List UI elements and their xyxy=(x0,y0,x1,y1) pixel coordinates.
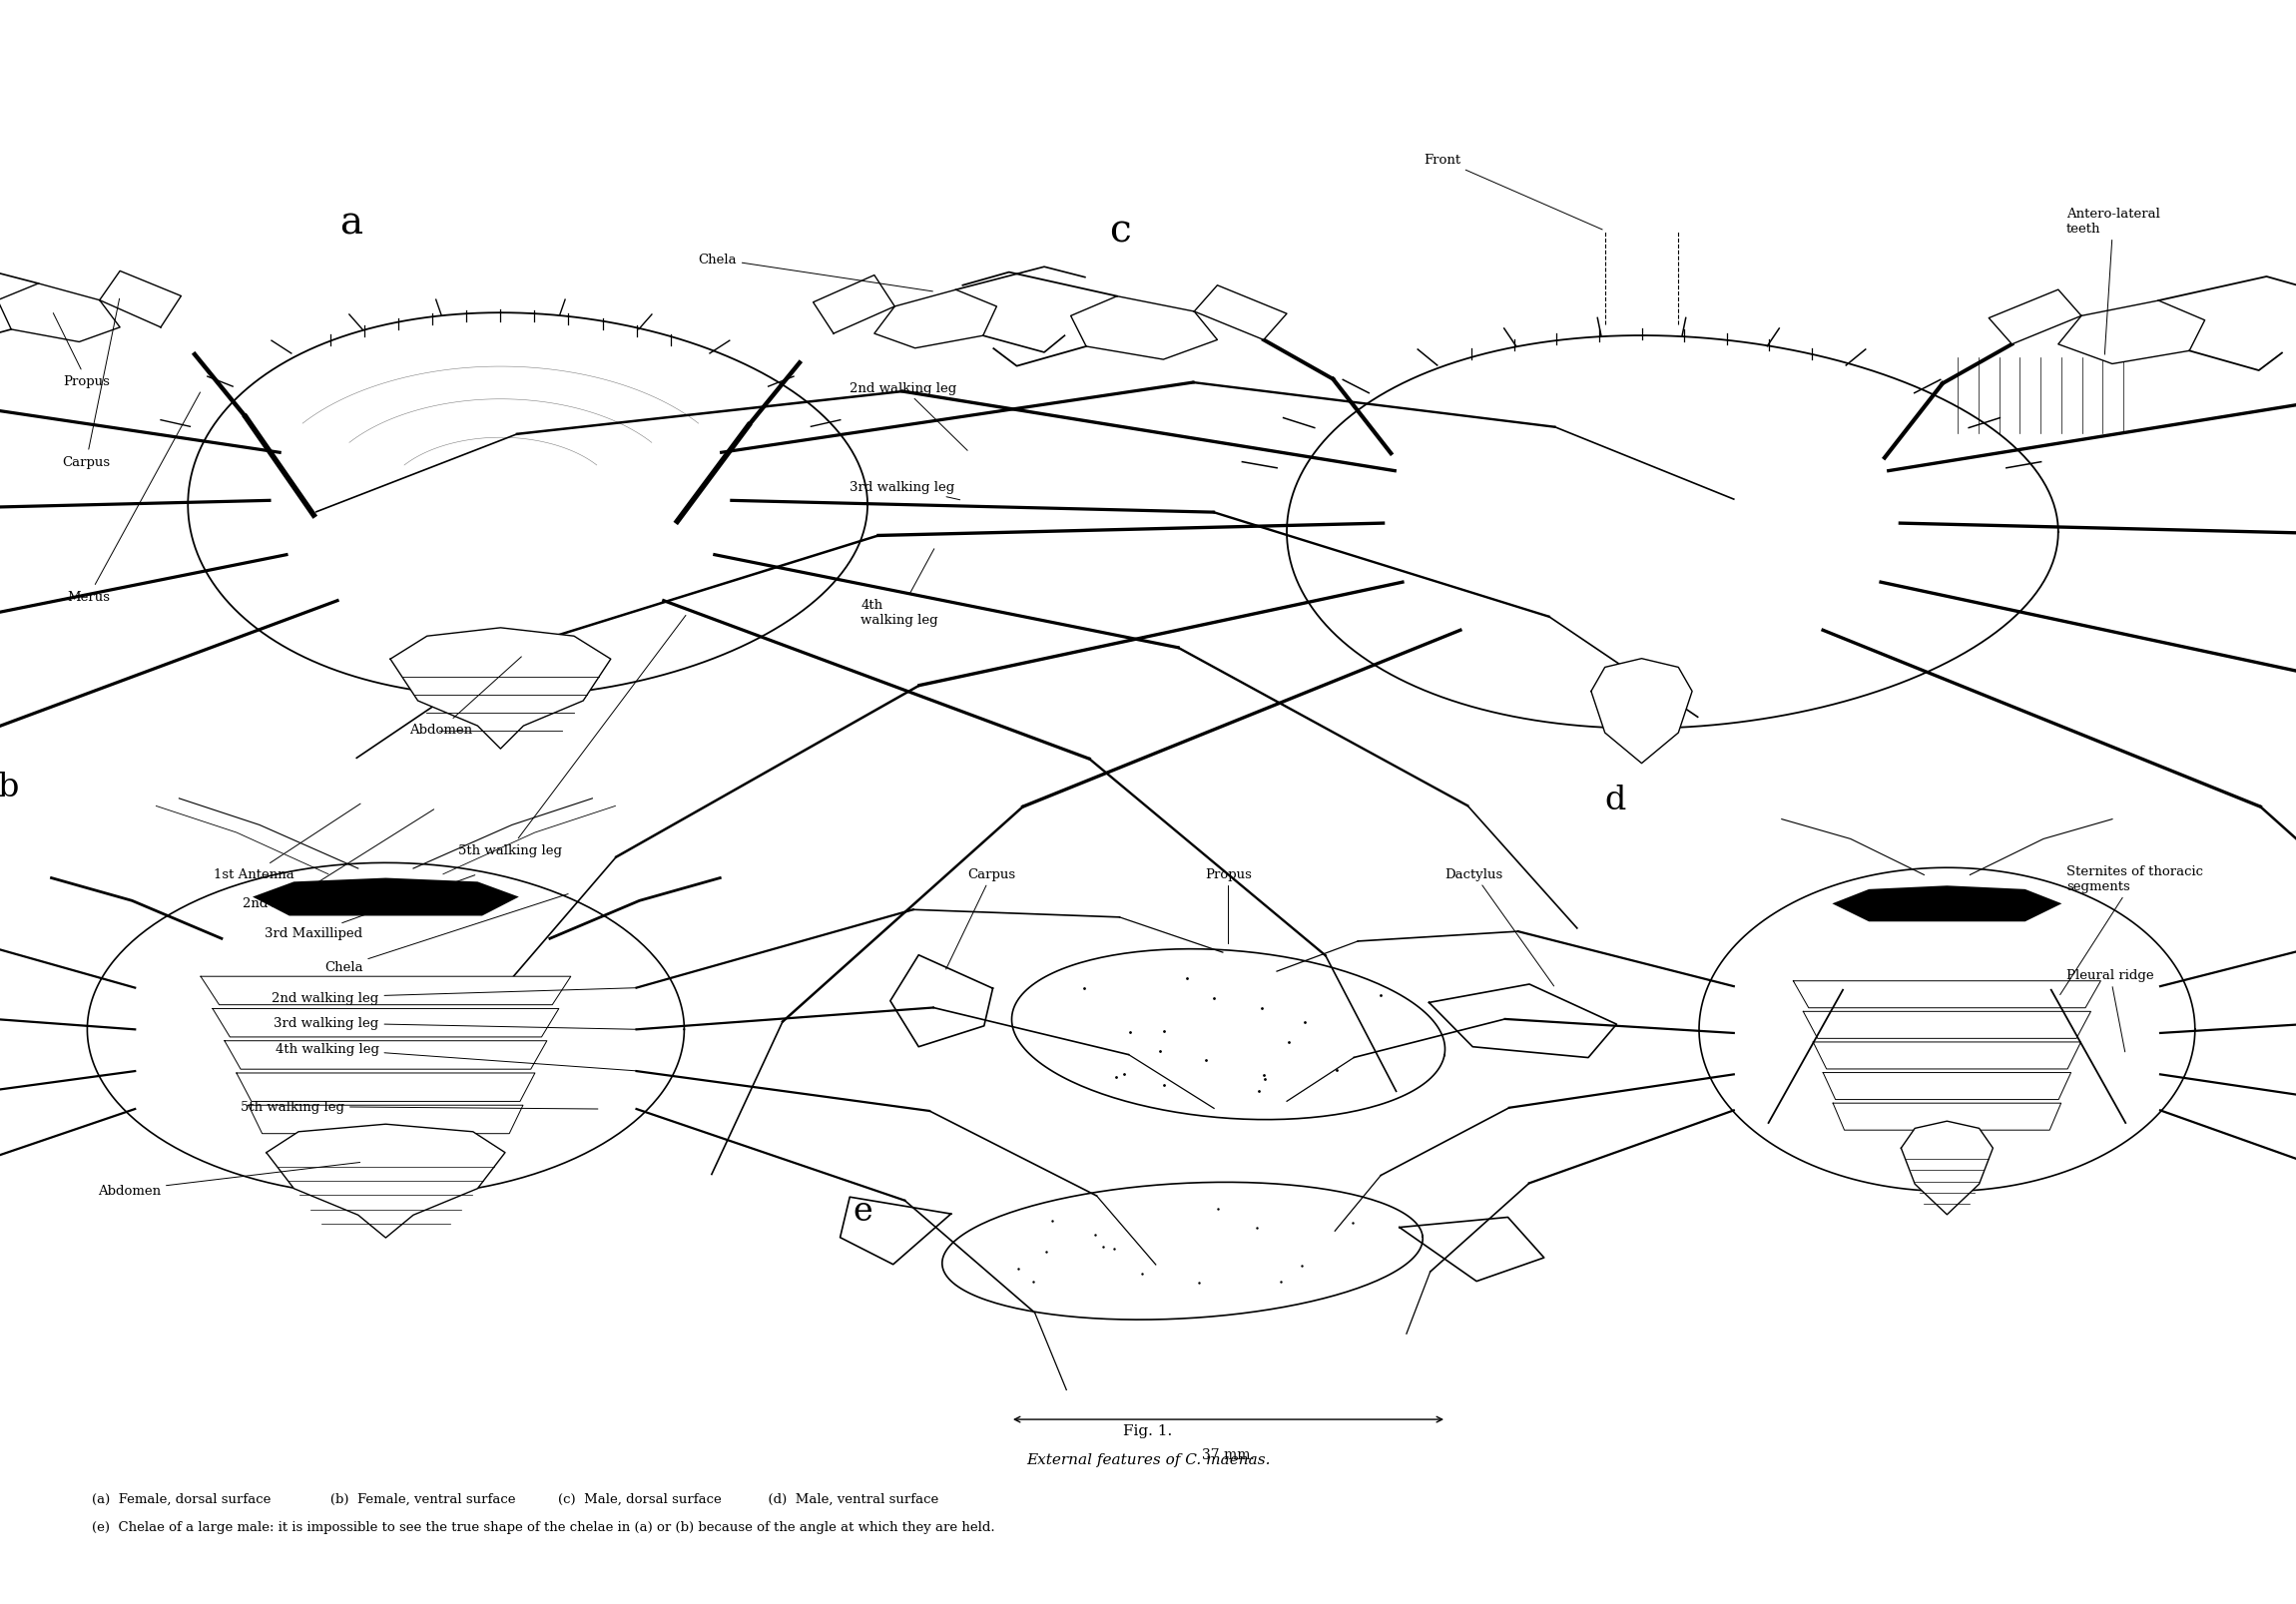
Text: 5th walking leg: 5th walking leg xyxy=(241,1100,597,1113)
Polygon shape xyxy=(99,271,181,327)
Polygon shape xyxy=(0,284,119,343)
Text: Propus: Propus xyxy=(53,314,110,388)
Polygon shape xyxy=(1802,1012,2092,1039)
Text: Chela: Chela xyxy=(324,895,567,974)
Polygon shape xyxy=(840,1197,951,1264)
Text: 3rd walking leg: 3rd walking leg xyxy=(273,1017,636,1030)
Text: Antero-lateral
teeth: Antero-lateral teeth xyxy=(2066,207,2161,354)
Polygon shape xyxy=(188,313,868,698)
Text: Chela: Chela xyxy=(698,253,932,292)
Text: 4th walking leg: 4th walking leg xyxy=(276,1043,636,1071)
Polygon shape xyxy=(1013,950,1444,1120)
Text: c: c xyxy=(1109,213,1132,250)
Polygon shape xyxy=(2057,302,2204,364)
Text: 2nd Antenna: 2nd Antenna xyxy=(243,810,434,909)
Polygon shape xyxy=(87,863,684,1197)
Polygon shape xyxy=(390,629,611,749)
Polygon shape xyxy=(813,276,895,334)
Text: Pleural ridge: Pleural ridge xyxy=(2066,969,2154,1052)
Text: Propus: Propus xyxy=(1205,868,1251,945)
Polygon shape xyxy=(200,977,572,1006)
Polygon shape xyxy=(941,1182,1424,1320)
Polygon shape xyxy=(248,1105,523,1134)
Polygon shape xyxy=(891,956,992,1047)
Text: 37 mm.: 37 mm. xyxy=(1203,1448,1254,1461)
Text: a: a xyxy=(340,205,363,242)
Text: Front: Front xyxy=(1424,154,1603,231)
Polygon shape xyxy=(1428,985,1616,1059)
Polygon shape xyxy=(1591,659,1692,764)
Polygon shape xyxy=(253,879,519,916)
Polygon shape xyxy=(266,1124,505,1238)
Polygon shape xyxy=(1823,1073,2071,1100)
Polygon shape xyxy=(1401,1217,1543,1282)
Text: 5th walking leg: 5th walking leg xyxy=(457,616,687,857)
Polygon shape xyxy=(1699,868,2195,1192)
Text: (a)  Female, dorsal surface              (b)  Female, ventral surface          (: (a) Female, dorsal surface (b) Female, v… xyxy=(92,1492,939,1505)
Polygon shape xyxy=(875,290,996,348)
Polygon shape xyxy=(1194,286,1286,340)
Polygon shape xyxy=(1832,885,2062,922)
Text: 2nd walking leg: 2nd walking leg xyxy=(271,988,636,1004)
Text: (e)  Chelae of a large male: it is impossible to see the true shape of the chela: (e) Chelae of a large male: it is imposs… xyxy=(92,1521,994,1533)
Text: Abdomen: Abdomen xyxy=(409,658,521,736)
Polygon shape xyxy=(236,1073,535,1102)
Text: 3rd walking leg: 3rd walking leg xyxy=(850,481,960,500)
Polygon shape xyxy=(1814,1043,2080,1070)
Text: e: e xyxy=(854,1195,872,1227)
Text: Abdomen: Abdomen xyxy=(99,1163,360,1197)
Text: b: b xyxy=(0,772,18,804)
Text: Fig. 1.: Fig. 1. xyxy=(1123,1424,1173,1437)
Text: Carpus: Carpus xyxy=(946,868,1015,969)
Polygon shape xyxy=(1901,1121,1993,1214)
Polygon shape xyxy=(1070,297,1217,361)
Text: 4th
walking leg: 4th walking leg xyxy=(861,550,939,627)
Text: External features of C. maenas.: External features of C. maenas. xyxy=(1026,1453,1270,1466)
Text: Carpus: Carpus xyxy=(62,300,119,468)
Text: 3rd Maxilliped: 3rd Maxilliped xyxy=(264,876,475,940)
Polygon shape xyxy=(1988,290,2082,345)
Polygon shape xyxy=(225,1041,546,1070)
Text: Sternites of thoracic
segments: Sternites of thoracic segments xyxy=(2060,865,2204,994)
Text: 1st Antenna: 1st Antenna xyxy=(214,804,360,881)
Text: Dactylus: Dactylus xyxy=(1444,868,1554,986)
Text: d: d xyxy=(1605,784,1626,816)
Text: Merus: Merus xyxy=(67,393,200,603)
Polygon shape xyxy=(214,1009,558,1038)
Text: 2nd walking leg: 2nd walking leg xyxy=(850,382,967,451)
Polygon shape xyxy=(1793,982,2101,1009)
Polygon shape xyxy=(1286,337,2057,728)
Polygon shape xyxy=(1832,1104,2062,1131)
